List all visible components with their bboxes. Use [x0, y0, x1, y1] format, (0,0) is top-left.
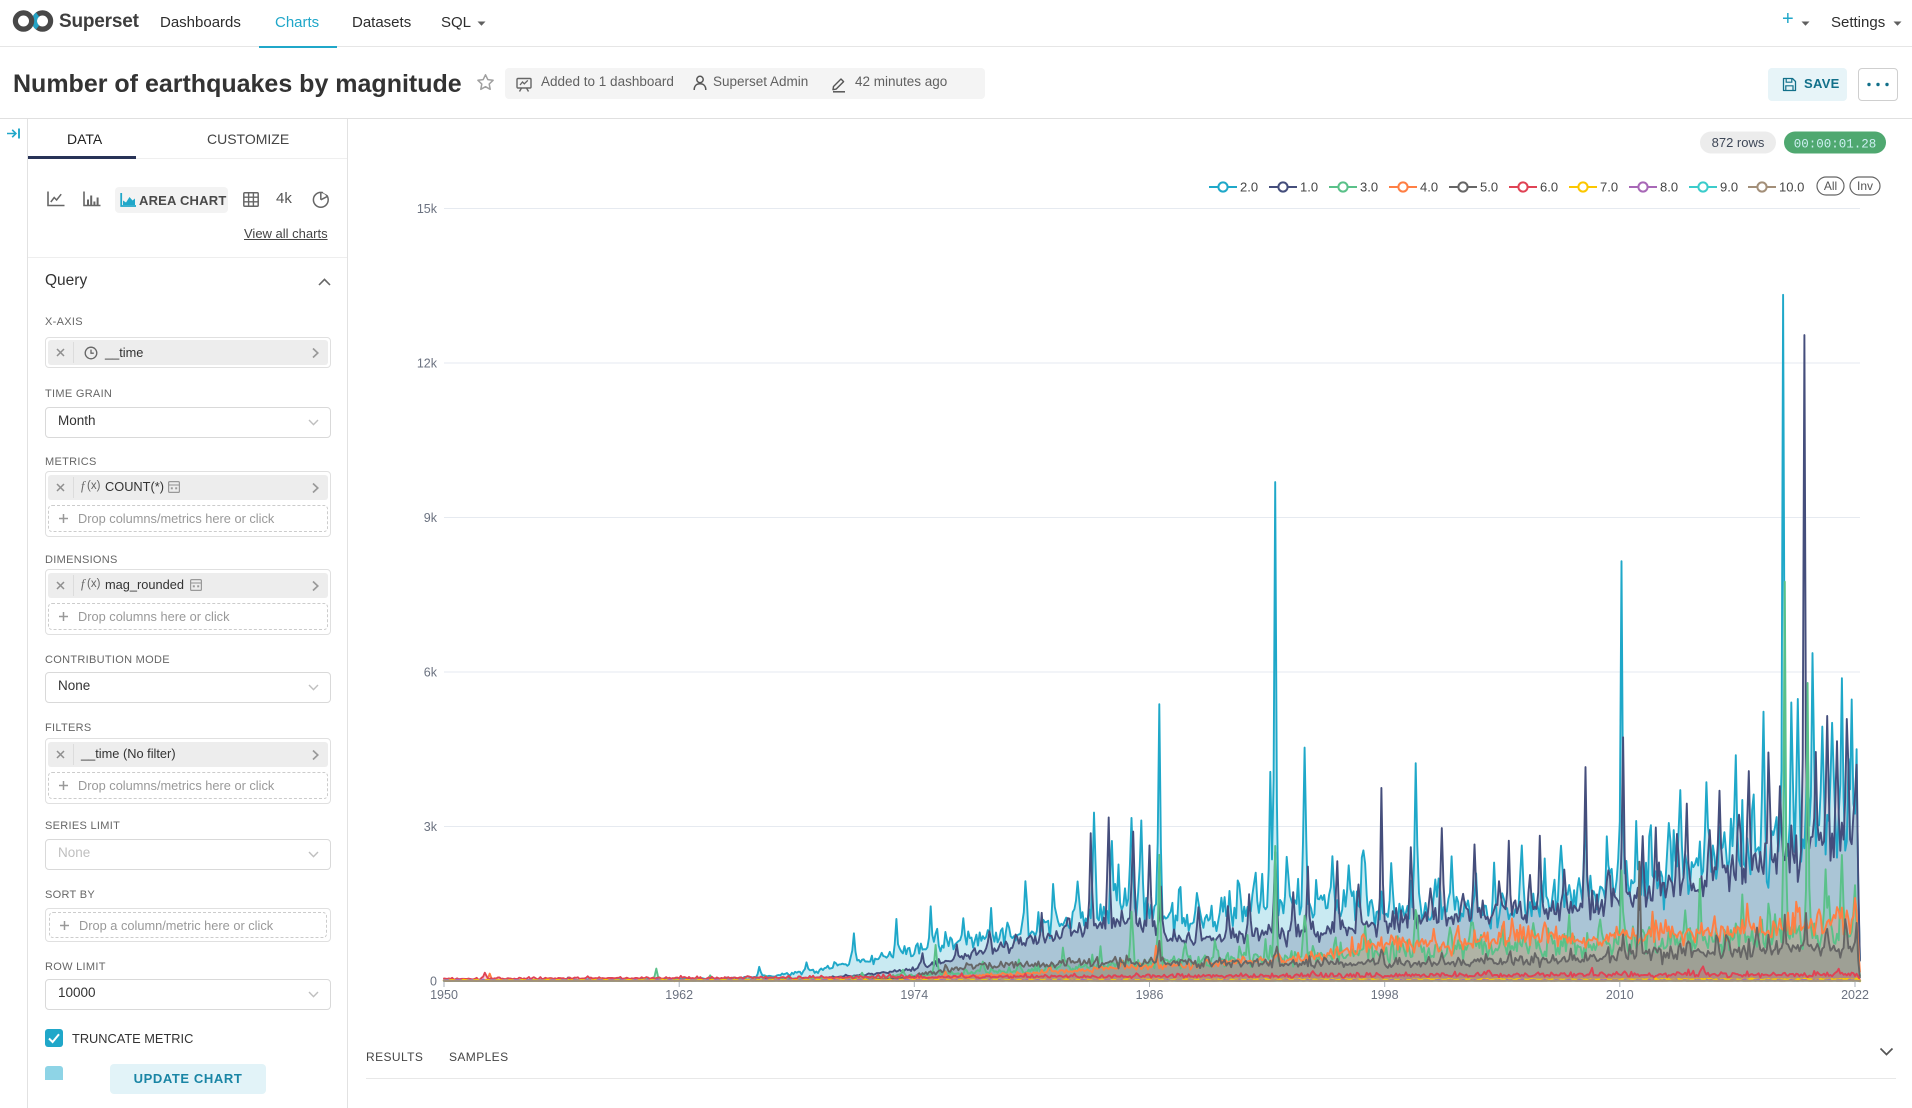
svg-text:2010: 2010 — [1606, 988, 1634, 1002]
svg-text:3.0: 3.0 — [1360, 180, 1378, 195]
svg-text:Inv: Inv — [1857, 179, 1873, 193]
svg-text:8.0: 8.0 — [1660, 180, 1678, 195]
svg-text:10.0: 10.0 — [1779, 180, 1804, 195]
svg-text:6k: 6k — [424, 666, 438, 680]
svg-text:5.0: 5.0 — [1480, 180, 1498, 195]
svg-text:1.0: 1.0 — [1300, 180, 1318, 195]
svg-text:9k: 9k — [424, 511, 438, 525]
svg-text:3k: 3k — [424, 820, 438, 834]
svg-text:7.0: 7.0 — [1600, 180, 1618, 195]
svg-text:1986: 1986 — [1136, 988, 1164, 1002]
svg-text:All: All — [1824, 179, 1837, 193]
svg-text:1974: 1974 — [900, 988, 928, 1002]
svg-text:1962: 1962 — [665, 988, 693, 1002]
svg-text:4.0: 4.0 — [1420, 180, 1438, 195]
svg-text:00:00:01.28: 00:00:01.28 — [1794, 138, 1877, 152]
svg-text:2.0: 2.0 — [1240, 180, 1258, 195]
svg-text:15k: 15k — [417, 202, 438, 216]
svg-text:2022: 2022 — [1841, 988, 1869, 1002]
svg-text:0: 0 — [430, 975, 437, 989]
svg-text:1998: 1998 — [1371, 988, 1399, 1002]
svg-text:1950: 1950 — [430, 988, 458, 1002]
svg-text:9.0: 9.0 — [1720, 180, 1738, 195]
svg-text:12k: 12k — [417, 357, 438, 371]
svg-text:6.0: 6.0 — [1540, 180, 1558, 195]
svg-text:872 rows: 872 rows — [1712, 135, 1765, 150]
